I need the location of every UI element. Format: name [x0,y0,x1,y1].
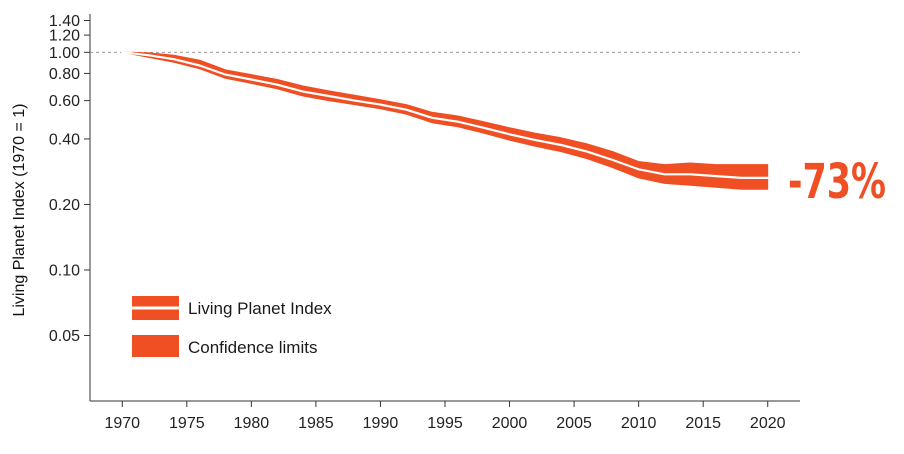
percent-change-annotation: -73% [788,154,886,210]
x-tick-label: 2015 [685,415,721,432]
legend-swatch-confidence [132,335,179,357]
index-line [121,51,769,179]
legend-swatch-index-line [132,306,179,310]
x-tick-label: 1980 [234,415,270,432]
x-tick-label: 2005 [556,415,592,432]
y-tick-label: 0.80 [49,66,80,83]
plot-area [90,51,800,190]
x-tick-label: 1990 [363,415,399,432]
x-tick-label: 1970 [104,415,140,432]
x-tick-label: 1975 [169,415,205,432]
y-tick-label: 0.05 [49,328,80,345]
y-tick-label: 1.40 [49,13,80,30]
y-tick-label: 1.20 [49,28,80,45]
y-axis: 0.05 0.10 0.20 0.40 0.60 0.80 1.001.201.40 [49,13,91,401]
y-tick-label: 0.60 [49,93,80,110]
y-tick-label: 0.20 [49,197,80,214]
y-tick-label: 1.00 [49,45,80,62]
legend-label-index: Living Planet Index [188,299,332,318]
legend: Living Planet Index Confidence limits [132,296,332,357]
x-tick-label: 2000 [492,415,528,432]
y-tick-label: 0.40 [49,131,80,148]
x-axis: 1970 1975 1980 1985 1990 1995 2000 2005 2010 2015… [90,400,800,432]
x-tick-label: 2020 [750,415,786,432]
y-tick-label: 0.10 [49,262,80,279]
x-tick-label: 2010 [621,415,657,432]
x-tick-label: 1985 [298,415,334,432]
legend-label-confidence: Confidence limits [188,338,317,357]
x-tick-label: 1995 [427,415,463,432]
y-axis-label: Living Planet Index (1970 = 1) [11,103,28,316]
